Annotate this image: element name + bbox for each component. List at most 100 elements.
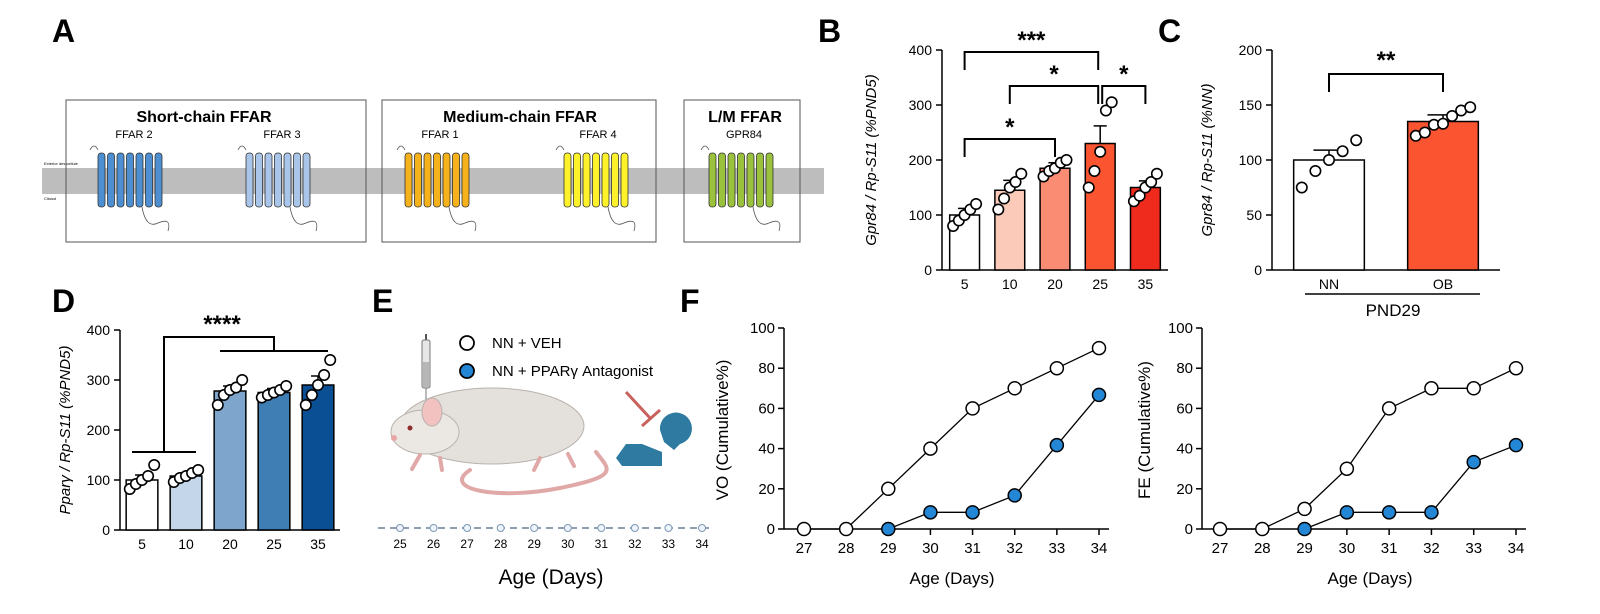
b-significance-label: * — [1049, 61, 1059, 88]
C-x-tick-label-NN: NN — [1319, 276, 1339, 292]
F2-y-tick-label: 0 — [1185, 521, 1193, 538]
B-data-point — [1150, 167, 1163, 180]
F1-series-point-0 — [1091, 340, 1107, 356]
B-data-point — [1145, 176, 1158, 189]
receptor-label-gpr84: GPR84 — [726, 129, 762, 141]
F1-y-tick-label: 40 — [758, 441, 775, 458]
d-significance-label: **** — [203, 311, 241, 338]
receptor-ffar2-c-terminus — [141, 206, 170, 232]
b-significance-label: * — [1005, 114, 1015, 141]
receptor-gpr84-helix — [708, 152, 717, 208]
B-x-tick-label-5: 5 — [961, 276, 969, 292]
receptor-ffar4-helix — [611, 152, 619, 208]
F1-series-point-1 — [1091, 387, 1107, 403]
lm-chain-title: L/M FFAR — [708, 109, 782, 126]
receptor-ffar3-helix — [264, 152, 273, 208]
panel-c-ylabel: Gpr84 / Rp-S11 (%NN) — [1199, 83, 1216, 236]
receptor-ffar4-helix — [592, 152, 600, 208]
C-data-point — [1446, 110, 1459, 123]
D-x-tick-label-25: 25 — [266, 536, 282, 552]
D-data-point — [324, 353, 337, 366]
c-significance-label: ** — [1377, 47, 1396, 74]
D-y-tick-label: 300 — [87, 372, 111, 388]
D-x-tick-label-20: 20 — [222, 536, 238, 552]
timeline-day-label: 26 — [427, 537, 441, 551]
B-y-tick-label: 400 — [909, 42, 933, 58]
panel-letter-b: B — [818, 13, 841, 49]
D-data-point — [192, 463, 205, 476]
short-chain-title: Short-chain FFAR — [136, 109, 272, 126]
receptor-gpr84-helix — [727, 152, 736, 208]
C-y-tick-label: 50 — [1246, 207, 1262, 223]
panel-letter-c: C — [1158, 13, 1181, 49]
b-significance-bracket — [1008, 85, 1100, 104]
membrane-label-cytosol: Cltosol — [44, 196, 56, 201]
F1-series-point-0 — [881, 481, 896, 497]
receptor-gpr84-c-terminus — [752, 206, 781, 232]
D-data-point — [236, 373, 249, 386]
D-data-point — [280, 379, 293, 392]
receptor-ffar4-helix — [563, 152, 572, 208]
F2-series-point-0 — [1297, 501, 1312, 517]
b-significance-bracket — [1101, 85, 1147, 104]
C-y-tick-label: 200 — [1239, 42, 1263, 58]
D-bar-20 — [213, 390, 247, 531]
panel-c-group-label: PND29 — [1366, 301, 1421, 320]
C-data-point — [1323, 154, 1336, 167]
F1-series-point-0 — [1049, 360, 1065, 376]
D-x-tick-label-5: 5 — [138, 536, 146, 552]
syringe-icon — [421, 334, 431, 410]
b-significance-label: * — [1119, 61, 1129, 88]
F2-series-point-1 — [1424, 505, 1439, 520]
F2-series-point-0 — [1212, 521, 1228, 537]
F2-series-point-0 — [1339, 461, 1355, 476]
F1-series-point-0 — [965, 401, 980, 416]
F2-series-point-0 — [1508, 360, 1524, 376]
membrane-band — [42, 168, 824, 194]
B-y-tick-label: 100 — [909, 207, 933, 223]
b-significance-label: *** — [1017, 27, 1046, 54]
B-x-tick-label-20: 20 — [1047, 276, 1063, 292]
panel-f-vo-chart: VO (Cumulative%) Age (Days) 0 20 40 60 80 100… — [713, 320, 1109, 588]
F2-series-point-1 — [1297, 521, 1312, 537]
timeline-day-label: 34 — [695, 537, 709, 551]
B-bar-20 — [1039, 167, 1071, 271]
receptor-ffar1-helix — [442, 152, 451, 208]
F2-series-point-0 — [1381, 401, 1397, 416]
B-data-point — [1088, 165, 1101, 178]
D-data-point — [318, 368, 331, 381]
receptor-ffar2-helix — [107, 152, 115, 208]
panel-d-ylabel: Pparγ / Rp-S11 (%PND5) — [57, 346, 74, 515]
F1-series-point-0 — [1007, 381, 1022, 396]
C-data-point — [1437, 117, 1450, 130]
receptor-ffar1-helix — [404, 152, 413, 208]
medium-chain-box — [381, 99, 657, 243]
receptor-antagonist-icon — [616, 390, 692, 466]
D-data-point — [142, 469, 155, 482]
receptor-label-ffar1: FFAR 1 — [421, 129, 458, 141]
D-data-point — [311, 378, 324, 391]
receptor-ffar2-helix — [97, 152, 106, 208]
C-data-point — [1350, 134, 1363, 147]
F1-series-point-1 — [965, 505, 980, 520]
C-x-tick-label-OB: OB — [1433, 276, 1453, 292]
F1-series-point-1 — [1049, 437, 1065, 453]
F1-series-point-1 — [923, 505, 938, 520]
panel-b-ylabel: Gpr84 / Rp-S11 (%PND5) — [863, 74, 880, 245]
receptor-ffar1-helix — [414, 152, 422, 208]
timeline-day-label: 29 — [528, 537, 542, 551]
F2-y-tick-label: 60 — [1176, 400, 1193, 417]
B-bar-5 — [948, 214, 981, 271]
timeline-day-label: 32 — [628, 537, 642, 551]
F1-x-tick-label: 27 — [796, 540, 813, 557]
receptor-gpr84-helix — [746, 152, 755, 208]
F1-x-tick-label: 32 — [1006, 540, 1023, 557]
mouse-icon — [390, 387, 609, 496]
D-data-point — [230, 381, 243, 394]
receptor-ffar2-n-terminus — [89, 145, 99, 151]
timeline-day-marker — [664, 524, 673, 532]
legend-antagonist-label: NN + PPARγ Antagonist — [492, 363, 654, 380]
receptor-ffar1-helix — [452, 152, 460, 208]
timeline-day-marker — [396, 524, 404, 532]
F1-y-tick-label: 60 — [758, 400, 775, 417]
